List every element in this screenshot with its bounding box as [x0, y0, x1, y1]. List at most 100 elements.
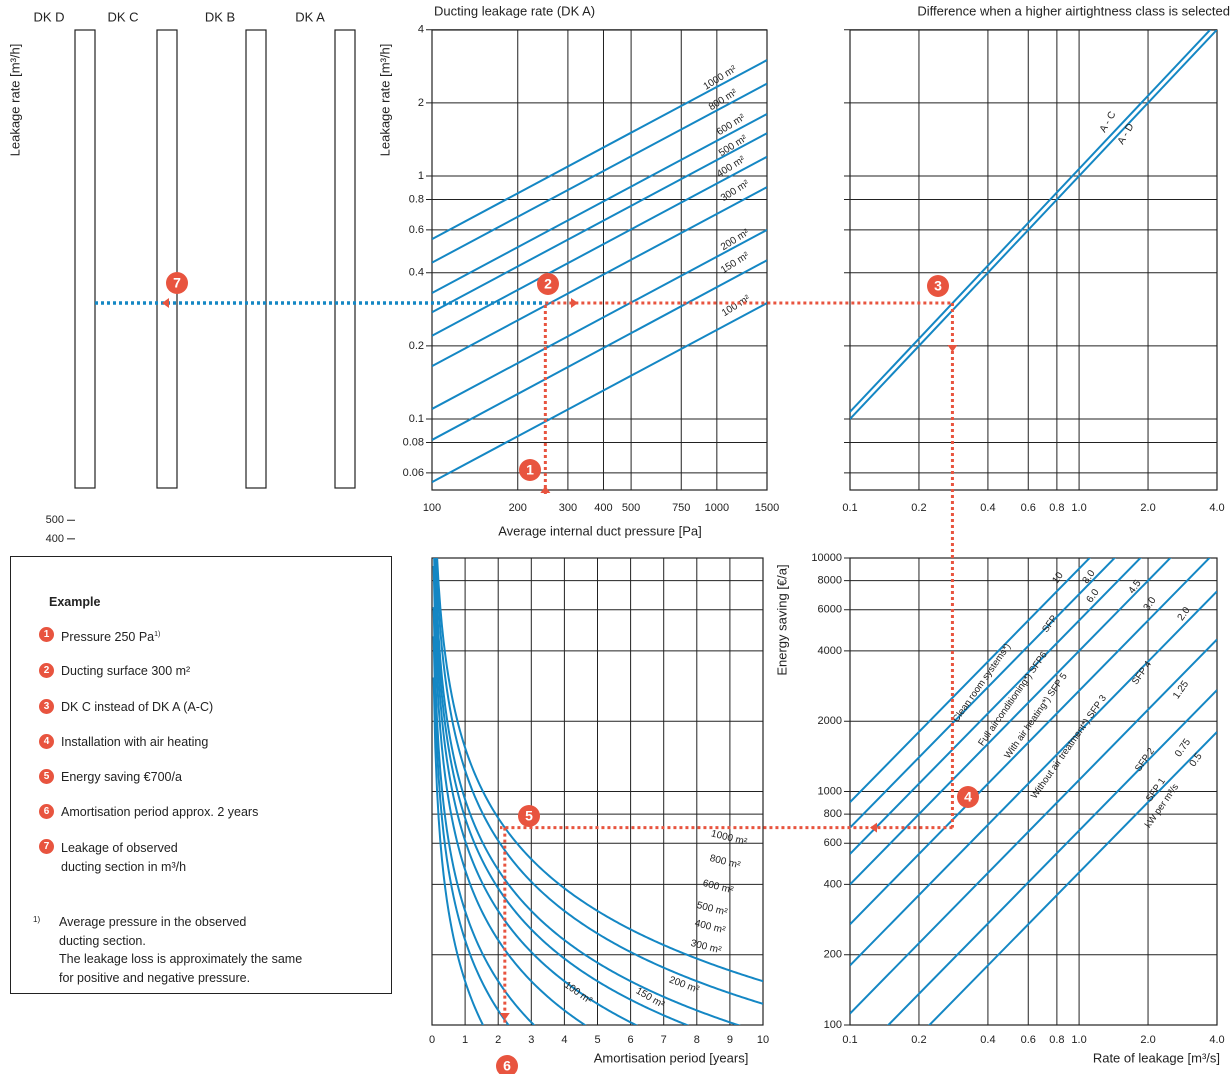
legend-item-2: 2 Ducting surface 300 m²: [39, 663, 361, 679]
amortisation-xtick-8: 8: [694, 1034, 700, 1046]
energy-xtick-0-6: 0.6: [1021, 1034, 1036, 1046]
energy-series-3-0: [850, 558, 1211, 925]
legend-badge-1: 1: [39, 627, 54, 642]
legend-item-5: 5 Energy saving €700/a: [39, 769, 361, 785]
ducting-series-group: [432, 59, 767, 483]
legend-sup-1: 1): [154, 631, 161, 638]
amortisation-xtick-5: 5: [594, 1034, 600, 1046]
difference-title: Difference when a higher airtightness cl…: [917, 3, 1230, 18]
energy-annotation-sfp-2: SFP 2: [1133, 746, 1157, 774]
energy-series-0-75: [886, 689, 1217, 1025]
energy-series-0-5: [928, 731, 1217, 1025]
energy-ytick-800: 800: [824, 808, 842, 820]
legend-text-4: Installation with air heating: [61, 735, 209, 749]
energy-xtick-0-4: 0.4: [980, 1034, 995, 1046]
energy-xtick-0-2: 0.2: [911, 1034, 926, 1046]
amortisation-xtick-4: 4: [561, 1034, 567, 1046]
ducting-ytick-4: 4: [418, 24, 424, 36]
amortisation-series-label-100-m: 100 m²: [562, 980, 594, 1007]
difference-series-a-d: [850, 30, 1217, 420]
legend-badge-2: 2: [39, 663, 54, 678]
energy-ytick-400: 400: [824, 878, 842, 890]
energy-xtick-0-8: 0.8: [1049, 1034, 1064, 1046]
ducting-series-400-m: [432, 155, 767, 337]
energy-ytick-8000: 8000: [818, 575, 842, 587]
legend-badge-3: 3: [39, 699, 54, 714]
dk-column-box-dk-a: [334, 29, 356, 489]
ducting-series-100-m: [432, 302, 767, 483]
dk-column-box-dk-d: [74, 29, 96, 489]
difference-xtick-0-6: 0.6: [1021, 502, 1036, 514]
step-badge-number-7: 7: [173, 275, 181, 291]
step-badge-3: [927, 275, 949, 297]
ducting-ytick-0-8: 0.8: [409, 193, 424, 205]
amortisation-series-label-150-m: 150 m²: [634, 986, 667, 1011]
ducting-xtick-1000: 1000: [705, 502, 729, 514]
amortisation-series-label-500-m: 500 m²: [696, 900, 730, 918]
ducting-series-1000-m: [432, 59, 767, 240]
amortisation-series-label-200-m: 200 m²: [667, 975, 701, 996]
legend-note: Average pressure in the observed ducting…: [59, 915, 303, 985]
amortisation-series-label-300-m: 300 m²: [690, 938, 724, 956]
ducting-ytick-0-2: 0.2: [409, 340, 424, 352]
ducting-xtick-750: 750: [672, 502, 690, 514]
energy-series-1-25: [850, 638, 1217, 1015]
amortisation-series-500-m: [433, 558, 690, 1025]
legend-text-1: Pressure 250 Pa: [61, 630, 155, 645]
dk-column-label-dk-d: DK D: [33, 9, 64, 24]
legend-text-7: Leakage of observed ducting section in m…: [61, 841, 187, 874]
ducting-ytick-2: 2: [418, 97, 424, 109]
dk-column-label-dk-a: DK A: [295, 9, 325, 24]
difference-xtick-1: 1.0: [1071, 502, 1086, 514]
ducting-series-500-m: [432, 132, 767, 314]
ducting-title: Ducting leakage rate (DK A): [434, 3, 595, 18]
legend-note-mark: 1): [33, 915, 41, 924]
step-badge-number-5: 5: [525, 808, 533, 824]
amortisation-series-1000-m: [436, 558, 763, 983]
amortisation-series-600-m: [434, 558, 742, 1025]
legend-badge-6: 6: [39, 804, 54, 819]
example-legend: Example 1 Pressure 250 Pa1) 2 Ducting surf…: [10, 556, 392, 994]
step-badge-number-4: 4: [964, 789, 972, 805]
energy-series-8-0: [850, 558, 1116, 829]
legend-title: Example: [49, 595, 101, 609]
dk-column-box-dk-b: [245, 29, 267, 489]
energy-xtick-1: 1.0: [1071, 1034, 1086, 1046]
energy-annotation-with-air-heating-sfp-5: With air heating*) SFP 5: [1002, 671, 1069, 761]
difference-xtick-0-2: 0.2: [911, 502, 926, 514]
amortisation-xtick-1: 1: [462, 1034, 468, 1046]
ducting-ylabel: Leakage rate [m³/h]: [377, 44, 392, 157]
ducting-series-label-300-m: 300 m²: [719, 178, 752, 204]
amortisation-xtick-6: 6: [628, 1034, 634, 1046]
amortisation-series-label-800-m: 800 m²: [709, 853, 743, 871]
difference-xtick-0-8: 0.8: [1049, 502, 1064, 514]
amortisation-xtick-0: 0: [429, 1034, 435, 1046]
energy-series-label-8-0: 8.0: [1081, 568, 1098, 586]
legend-item-7: 7 Leakage of observed ducting section in …: [39, 839, 361, 877]
legend-item-1: 1 Pressure 250 Pa1): [39, 627, 361, 645]
amortisation-xtick-10: 10: [757, 1034, 769, 1046]
legend-badge-5: 5: [39, 769, 54, 784]
difference-xtick-4: 4.0: [1209, 502, 1224, 514]
energy-series-6-0: [850, 558, 1142, 855]
energy-series-2-0: [850, 590, 1217, 967]
ducting-series-800-m: [432, 82, 767, 264]
legend-badge-7: 7: [39, 839, 54, 854]
difference-xtick-0-1: 0.1: [842, 502, 857, 514]
step-badge-4: [957, 786, 979, 808]
dk-column-box-dk-c: [156, 29, 178, 489]
difference-xtick-2: 2.0: [1140, 502, 1155, 514]
amortisation-xtick-3: 3: [528, 1034, 534, 1046]
dk-ylabel: Leakage rate [m³/h]: [7, 44, 22, 157]
amortisation-series-300-m: [432, 565, 587, 1025]
legend-text-5: Energy saving €700/a: [61, 770, 182, 784]
legend-text-3: DK C instead of DK A (A-C): [61, 700, 214, 714]
energy-ylabel: Energy saving [€/a]: [774, 564, 789, 675]
ducting-ytick-0-06: 0.06: [403, 467, 424, 479]
energy-annotation-sfp-4: SFP 4: [1130, 659, 1154, 687]
energy-series-group: [850, 558, 1217, 1025]
difference-frame: [849, 29, 1218, 491]
step-badge-2: [537, 273, 559, 295]
energy-xlabel: Rate of leakage [m³/s]: [1093, 1050, 1220, 1065]
step-badge-number-1: 1: [526, 462, 534, 478]
